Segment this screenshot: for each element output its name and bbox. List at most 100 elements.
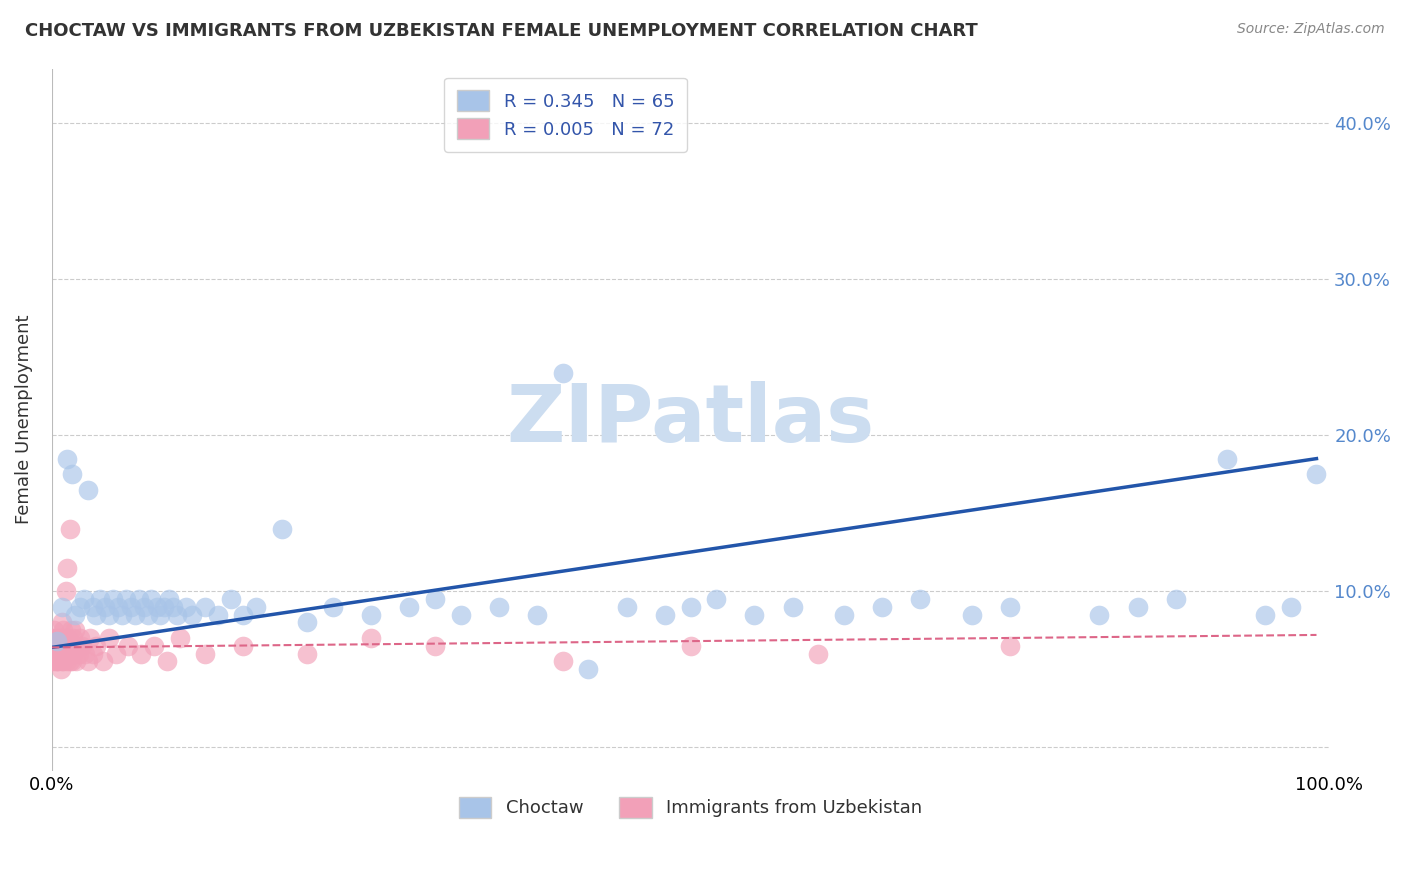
- Point: [67, 647, 90, 661]
- Point: [219, 592, 242, 607]
- Point: [162, 599, 184, 614]
- Point: [69, 631, 91, 645]
- Point: [1279, 599, 1302, 614]
- Point: [120, 599, 142, 614]
- Point: [1088, 607, 1111, 622]
- Point: [132, 599, 155, 614]
- Point: [360, 631, 382, 645]
- Point: [145, 599, 167, 614]
- Point: [42, 631, 65, 645]
- Point: [423, 639, 446, 653]
- Point: [551, 655, 574, 669]
- Point: [270, 522, 292, 536]
- Point: [86, 607, 108, 622]
- Point: [45, 647, 67, 661]
- Point: [49, 647, 72, 661]
- Point: [51, 639, 73, 653]
- Point: [55, 584, 77, 599]
- Point: [679, 599, 702, 614]
- Point: [124, 607, 146, 622]
- Point: [744, 607, 766, 622]
- Point: [73, 592, 96, 607]
- Point: [45, 631, 67, 645]
- Point: [360, 607, 382, 622]
- Point: [1126, 599, 1149, 614]
- Point: [48, 639, 70, 653]
- Point: [44, 639, 66, 653]
- Point: [174, 599, 197, 614]
- Point: [1164, 592, 1187, 607]
- Point: [76, 655, 98, 669]
- Point: [1305, 467, 1327, 482]
- Point: [82, 599, 104, 614]
- Point: [58, 631, 80, 645]
- Point: [488, 599, 510, 614]
- Point: [49, 662, 72, 676]
- Point: [51, 615, 73, 630]
- Point: [1254, 607, 1277, 622]
- Text: ZIPatlas: ZIPatlas: [506, 381, 875, 458]
- Point: [1216, 451, 1239, 466]
- Point: [53, 647, 76, 661]
- Point: [94, 599, 117, 614]
- Point: [58, 647, 80, 661]
- Point: [207, 607, 229, 622]
- Point: [65, 655, 87, 669]
- Point: [44, 647, 66, 661]
- Point: [128, 592, 150, 607]
- Point: [704, 592, 727, 607]
- Point: [46, 647, 69, 661]
- Point: [398, 599, 420, 614]
- Point: [117, 639, 139, 653]
- Point: [232, 639, 254, 653]
- Point: [111, 607, 134, 622]
- Point: [52, 624, 75, 638]
- Point: [232, 607, 254, 622]
- Point: [86, 639, 108, 653]
- Point: [59, 655, 82, 669]
- Point: [157, 592, 180, 607]
- Point: [46, 639, 69, 653]
- Point: [44, 624, 66, 638]
- Point: [998, 599, 1021, 614]
- Point: [48, 647, 70, 661]
- Point: [52, 655, 75, 669]
- Point: [62, 631, 84, 645]
- Point: [59, 639, 82, 653]
- Point: [166, 607, 188, 622]
- Point: [870, 599, 893, 614]
- Point: [69, 599, 91, 614]
- Point: [63, 639, 86, 653]
- Point: [72, 639, 94, 653]
- Point: [807, 647, 830, 661]
- Point: [297, 615, 319, 630]
- Point: [297, 647, 319, 661]
- Point: [76, 483, 98, 497]
- Point: [91, 655, 114, 669]
- Text: CHOCTAW VS IMMIGRANTS FROM UZBEKISTAN FEMALE UNEMPLOYMENT CORRELATION CHART: CHOCTAW VS IMMIGRANTS FROM UZBEKISTAN FE…: [25, 22, 979, 40]
- Point: [149, 607, 172, 622]
- Point: [45, 639, 67, 653]
- Point: [526, 607, 548, 622]
- Point: [156, 655, 179, 669]
- Point: [60, 647, 83, 661]
- Point: [782, 599, 804, 614]
- Point: [551, 366, 574, 380]
- Point: [322, 599, 344, 614]
- Point: [98, 607, 121, 622]
- Point: [56, 451, 79, 466]
- Point: [48, 631, 70, 645]
- Point: [55, 639, 77, 653]
- Point: [616, 599, 638, 614]
- Point: [960, 607, 983, 622]
- Point: [56, 655, 79, 669]
- Point: [49, 631, 72, 645]
- Point: [194, 599, 217, 614]
- Point: [45, 634, 67, 648]
- Point: [910, 592, 932, 607]
- Point: [56, 561, 79, 575]
- Point: [45, 655, 67, 669]
- Point: [53, 631, 76, 645]
- Point: [107, 599, 129, 614]
- Point: [142, 639, 165, 653]
